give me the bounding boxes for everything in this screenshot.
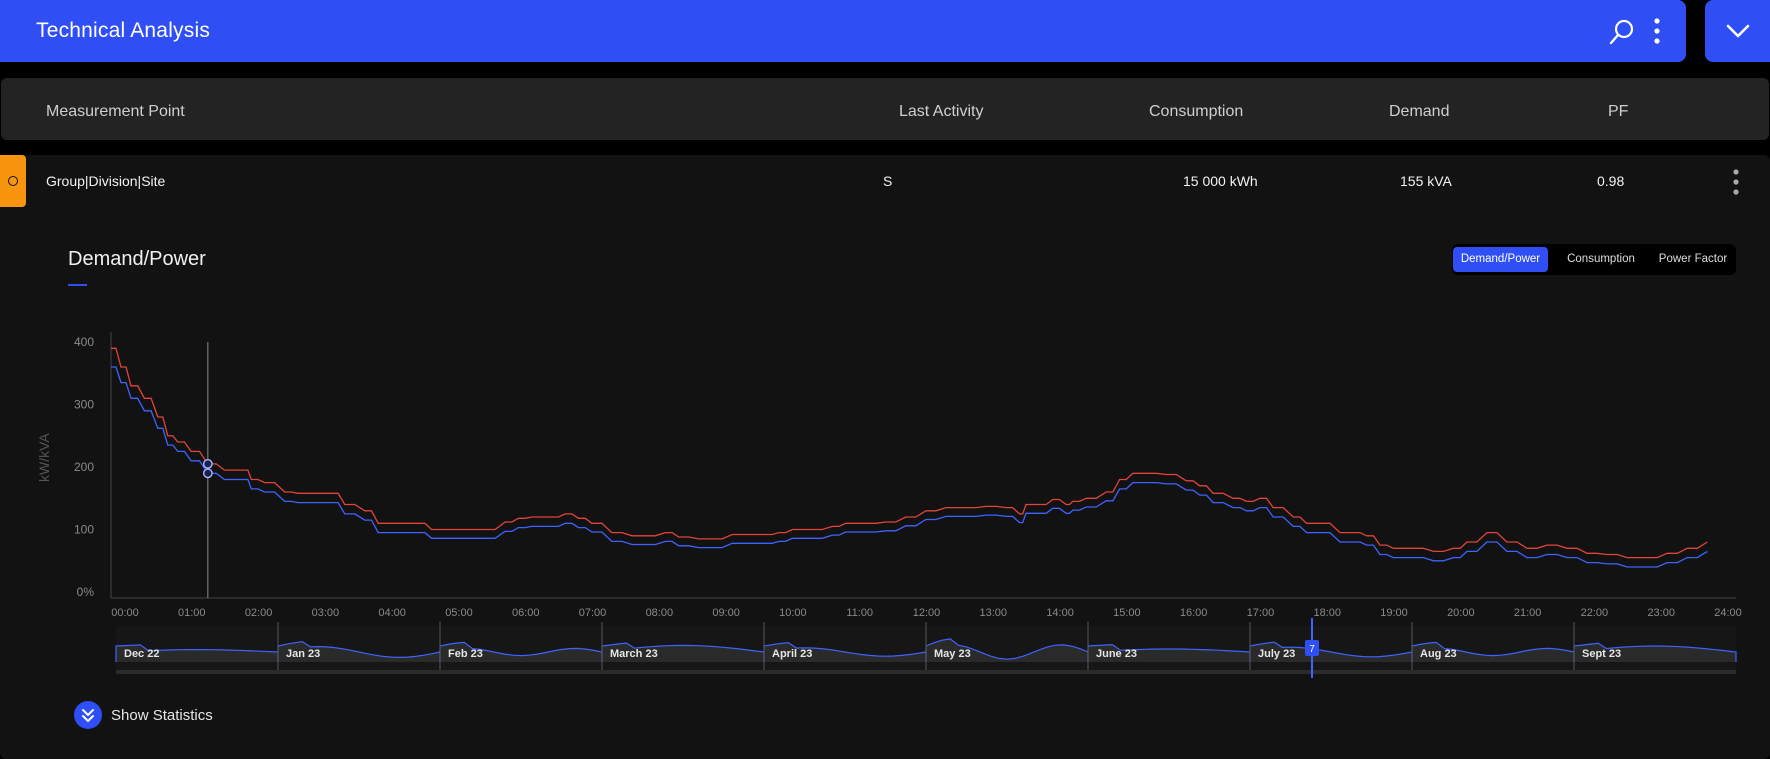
row-kebab-menu-icon[interactable] xyxy=(1730,168,1742,196)
timeline-sparkline xyxy=(925,638,1089,662)
x-tick-label: 10:00 xyxy=(779,607,807,619)
column-header-demand[interactable]: Demand xyxy=(1389,103,1450,120)
x-tick-label: 07:00 xyxy=(579,607,607,619)
x-tick-label: 13:00 xyxy=(980,607,1008,619)
timeline-month-label[interactable]: Sept 23 xyxy=(1582,648,1621,660)
x-tick-label: 09:00 xyxy=(712,607,740,619)
show-statistics-label: Show Statistics xyxy=(111,707,213,724)
search-icon[interactable] xyxy=(1609,19,1635,45)
table-header: Measurement Point Last Activity Consumpt… xyxy=(1,78,1769,140)
x-tick-label: 22:00 xyxy=(1581,607,1609,619)
y-tick-label: 400 xyxy=(74,335,94,349)
timeline-month-label[interactable]: Aug 23 xyxy=(1420,648,1457,660)
kebab-menu-icon[interactable] xyxy=(1650,17,1664,45)
timeline-month-label[interactable]: July 23 xyxy=(1258,648,1295,660)
chart-tab-group: Demand/Power Consumption Power Factor xyxy=(1452,244,1736,275)
status-dot-icon xyxy=(8,176,18,186)
x-tick-label: 21:00 xyxy=(1514,607,1542,619)
x-tick-label: 02:00 xyxy=(245,607,273,619)
timeline-sparkline xyxy=(763,641,927,662)
x-tick-label: 20:00 xyxy=(1447,607,1475,619)
y-tick-label: 300 xyxy=(74,398,94,412)
timeline-month-label[interactable]: June 23 xyxy=(1096,648,1137,660)
demand-cell: 155 kVA xyxy=(1400,173,1452,189)
x-tick-label: 04:00 xyxy=(378,607,406,619)
x-tick-label: 05:00 xyxy=(445,607,473,619)
x-tick-label: 17:00 xyxy=(1247,607,1275,619)
chart-title: Demand/Power xyxy=(68,248,206,270)
column-header-consumption[interactable]: Consumption xyxy=(1149,103,1244,120)
column-header-measurement-point[interactable]: Measurement Point xyxy=(46,103,185,120)
x-tick-label: 03:00 xyxy=(312,607,340,619)
last-activity-cell: S xyxy=(883,173,893,189)
measurement-point-cell[interactable]: Group|Division|Site xyxy=(46,173,166,189)
x-tick-label: 08:00 xyxy=(646,607,674,619)
timeline-month-label[interactable]: March 23 xyxy=(610,648,658,660)
demand-series-line xyxy=(111,347,1708,559)
double-chevron-down-icon xyxy=(74,701,102,729)
tab-demand-power[interactable]: Demand/Power xyxy=(1453,247,1548,272)
demand-cursor-point xyxy=(202,458,213,469)
tab-consumption[interactable]: Consumption xyxy=(1567,253,1635,265)
timeline-handle[interactable] xyxy=(1305,640,1319,656)
x-tick-label: 19:00 xyxy=(1380,607,1408,619)
x-tick-label: 18:00 xyxy=(1313,607,1341,619)
x-tick-label: 00:00 xyxy=(111,607,139,619)
pf-cell: 0.98 xyxy=(1597,173,1625,189)
app-header: Technical Analysis xyxy=(0,0,1686,62)
tab-power-factor[interactable]: Power Factor xyxy=(1658,253,1728,265)
status-indicator[interactable] xyxy=(0,155,26,207)
x-tick-label: 24:00 xyxy=(1714,607,1742,619)
demand-power-chart[interactable]: 0% 100 200 300 400 00:00 01:00 02:00 03:00 04:00… xyxy=(0,320,1770,690)
column-header-last-activity[interactable]: Last Activity xyxy=(899,103,984,120)
x-tick-label: 06:00 xyxy=(512,607,540,619)
timeline-month-label[interactable]: April 23 xyxy=(772,648,812,660)
x-tick-label: 16:00 xyxy=(1180,607,1208,619)
y-tick-label: 200 xyxy=(74,460,94,474)
power-series-line xyxy=(111,366,1708,568)
timeline-sparkline xyxy=(1573,642,1737,662)
timeline-sparkline xyxy=(1249,641,1413,662)
y-tick-label: 0% xyxy=(77,585,95,599)
x-tick-label: 12:00 xyxy=(913,607,941,619)
timeline-sparkline xyxy=(1411,641,1575,662)
timeline-sparkline xyxy=(1087,643,1251,662)
x-tick-label: 11:00 xyxy=(846,607,873,619)
timeline-month-label[interactable]: Feb 23 xyxy=(448,648,483,660)
timeline-sparkline xyxy=(277,640,441,662)
app-title: Technical Analysis xyxy=(36,19,211,42)
chart-title-underline xyxy=(68,284,87,286)
x-tick-label: 23:00 xyxy=(1647,607,1675,619)
timeline-month-label[interactable]: Jan 23 xyxy=(286,648,320,660)
x-tick-label: 14:00 xyxy=(1046,607,1074,619)
timeline-handle-label: 7 xyxy=(1309,644,1315,655)
collapse-button[interactable] xyxy=(1705,0,1770,62)
timeline-scrollbar[interactable] xyxy=(116,670,1736,674)
consumption-cell: 15 000 kWh xyxy=(1183,173,1258,189)
timeline-month-label[interactable]: May 23 xyxy=(934,648,971,660)
y-tick-label: 100 xyxy=(74,523,94,537)
timeline-month-label[interactable]: Dec 22 xyxy=(124,648,159,660)
x-tick-label: 01:00 xyxy=(178,607,206,619)
timeline-sparkline xyxy=(115,644,279,662)
power-cursor-point xyxy=(202,468,213,479)
timeline-sparkline xyxy=(439,641,603,662)
timeline-sparkline xyxy=(601,642,765,662)
column-header-pf[interactable]: PF xyxy=(1608,103,1629,120)
chevron-down-icon xyxy=(1726,24,1750,38)
x-tick-label: 15:00 xyxy=(1113,607,1141,619)
